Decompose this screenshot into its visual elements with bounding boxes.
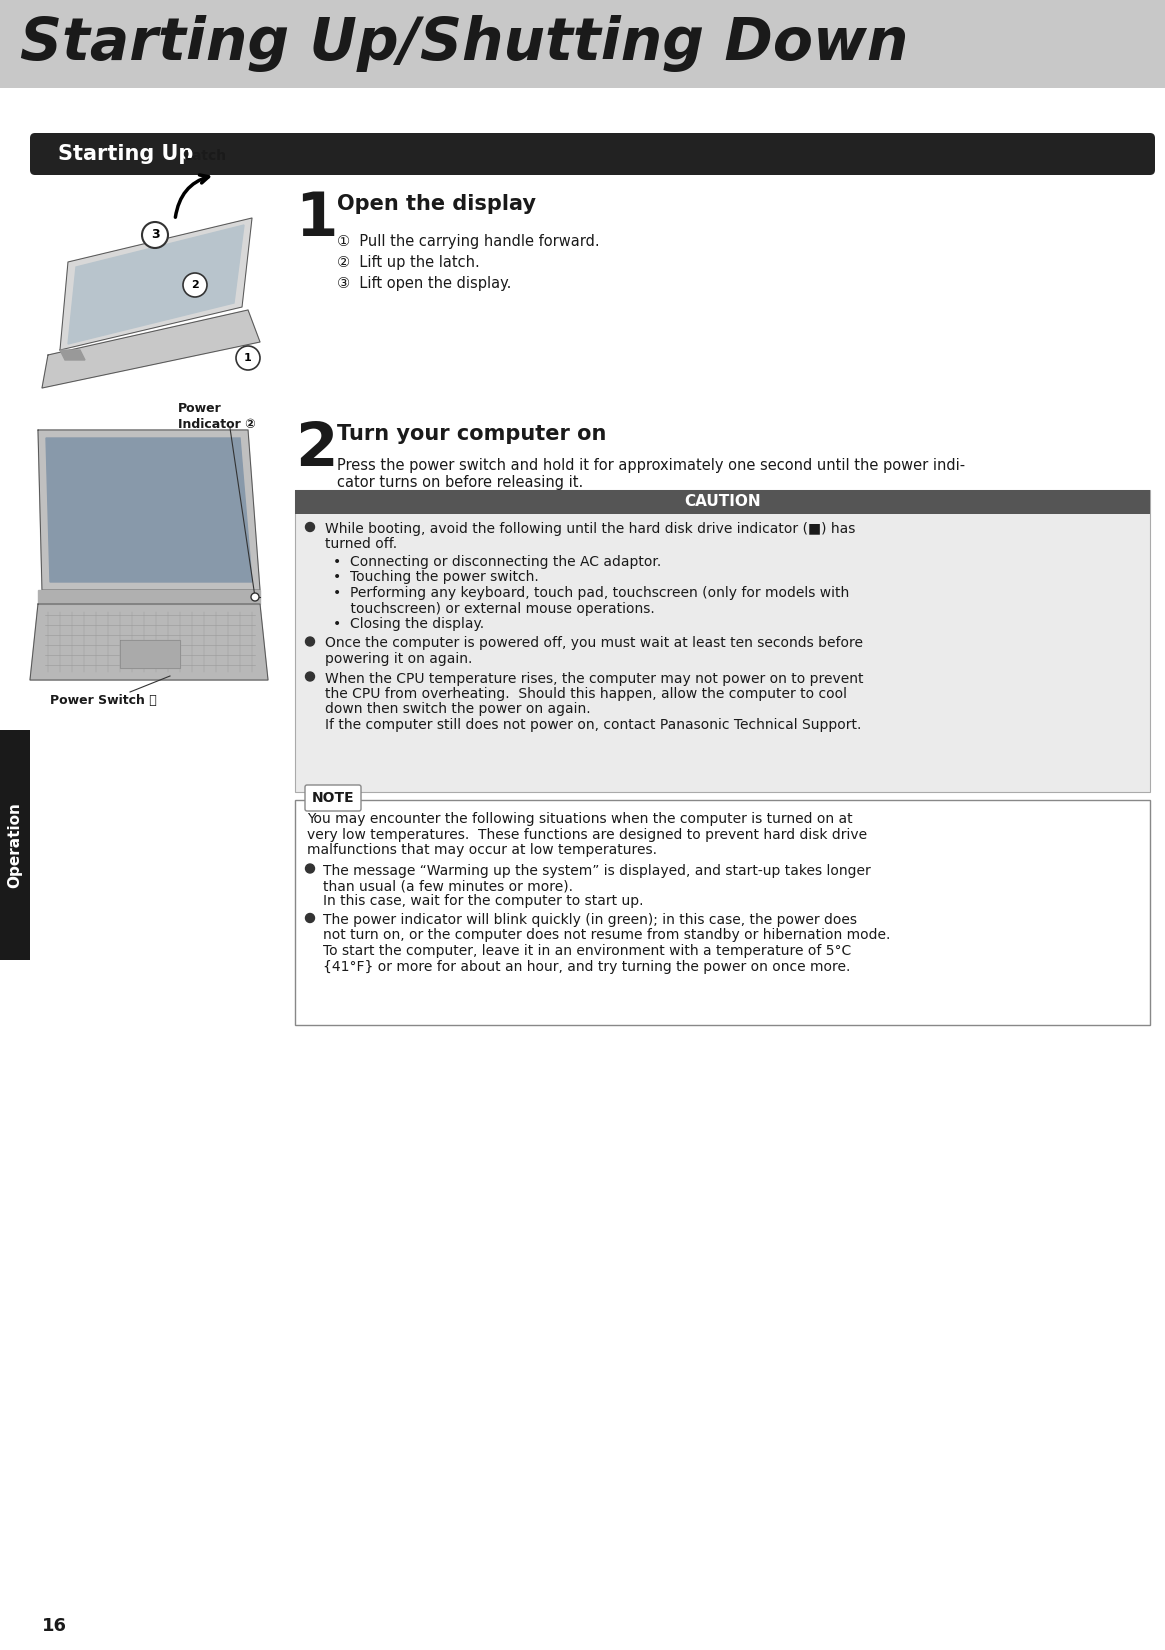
Text: Power: Power xyxy=(178,403,221,416)
Text: When the CPU temperature rises, the computer may not power on to prevent: When the CPU temperature rises, the comp… xyxy=(325,672,863,685)
Text: Latch: Latch xyxy=(183,148,226,163)
Text: NOTE: NOTE xyxy=(312,790,354,805)
Text: In this case, wait for the computer to start up.: In this case, wait for the computer to s… xyxy=(323,894,643,909)
Text: Press the power switch and hold it for approximately one second until the power : Press the power switch and hold it for a… xyxy=(337,459,965,474)
Text: powering it on again.: powering it on again. xyxy=(325,652,472,667)
FancyBboxPatch shape xyxy=(0,729,30,960)
FancyBboxPatch shape xyxy=(295,800,1150,1025)
Text: cator turns on before releasing it.: cator turns on before releasing it. xyxy=(337,475,584,490)
FancyBboxPatch shape xyxy=(305,785,361,812)
Text: malfunctions that may occur at low temperatures.: malfunctions that may occur at low tempe… xyxy=(308,843,657,856)
Circle shape xyxy=(305,914,315,922)
Text: The power indicator will blink quickly (in green); in this case, the power does: The power indicator will blink quickly (… xyxy=(323,912,857,927)
FancyBboxPatch shape xyxy=(295,490,1150,515)
Circle shape xyxy=(305,672,315,681)
Text: To start the computer, leave it in an environment with a temperature of 5°C: To start the computer, leave it in an en… xyxy=(323,944,852,959)
Polygon shape xyxy=(42,310,260,388)
Text: You may encounter the following situations when the computer is turned on at: You may encounter the following situatio… xyxy=(308,812,853,827)
Polygon shape xyxy=(38,431,260,591)
Circle shape xyxy=(236,346,260,370)
Text: ③  Lift open the display.: ③ Lift open the display. xyxy=(337,276,511,290)
Text: ①  Pull the carrying handle forward.: ① Pull the carrying handle forward. xyxy=(337,234,600,249)
Polygon shape xyxy=(68,224,243,343)
Text: Power Switch ⏻: Power Switch ⏻ xyxy=(50,695,157,706)
Polygon shape xyxy=(61,350,85,360)
Circle shape xyxy=(250,592,259,601)
Text: {41°F} or more for about an hour, and try turning the power on once more.: {41°F} or more for about an hour, and tr… xyxy=(323,960,850,974)
Text: not turn on, or the computer does not resume from standby or hibernation mode.: not turn on, or the computer does not re… xyxy=(323,929,890,942)
Polygon shape xyxy=(120,640,181,668)
Text: very low temperatures.  These functions are designed to prevent hard disk drive: very low temperatures. These functions a… xyxy=(308,828,867,842)
Circle shape xyxy=(305,523,315,531)
Text: Operation: Operation xyxy=(7,802,22,888)
Circle shape xyxy=(305,865,315,873)
Text: down then switch the power on again.: down then switch the power on again. xyxy=(325,703,591,716)
Polygon shape xyxy=(61,218,252,350)
Text: 3: 3 xyxy=(150,228,160,241)
Text: Starting Up: Starting Up xyxy=(58,144,193,163)
Text: If the computer still does not power on, contact Panasonic Technical Support.: If the computer still does not power on,… xyxy=(325,718,861,733)
Text: •  Touching the power switch.: • Touching the power switch. xyxy=(333,571,538,584)
Text: While booting, avoid the following until the hard disk drive indicator (■) has: While booting, avoid the following until… xyxy=(325,521,855,536)
FancyArrowPatch shape xyxy=(176,175,209,218)
Text: 1: 1 xyxy=(295,190,338,249)
Circle shape xyxy=(183,272,207,297)
Text: ②  Lift up the latch.: ② Lift up the latch. xyxy=(337,256,480,271)
Text: than usual (a few minutes or more).: than usual (a few minutes or more). xyxy=(323,879,573,893)
Text: 2: 2 xyxy=(191,280,199,290)
Text: •  Closing the display.: • Closing the display. xyxy=(333,617,485,630)
FancyBboxPatch shape xyxy=(0,0,1165,87)
Text: 1: 1 xyxy=(245,353,252,363)
Text: Starting Up/Shutting Down: Starting Up/Shutting Down xyxy=(20,15,909,73)
Polygon shape xyxy=(30,604,268,680)
Text: turned off.: turned off. xyxy=(325,538,397,551)
Polygon shape xyxy=(45,437,252,582)
Text: 16: 16 xyxy=(42,1617,68,1635)
Text: Turn your computer on: Turn your computer on xyxy=(337,424,606,444)
Polygon shape xyxy=(38,591,260,604)
Circle shape xyxy=(305,637,315,647)
Text: 2: 2 xyxy=(295,421,338,478)
Text: the CPU from overheating.  Should this happen, allow the computer to cool: the CPU from overheating. Should this ha… xyxy=(325,686,847,701)
FancyBboxPatch shape xyxy=(295,490,1150,792)
Text: Once the computer is powered off, you must wait at least ten seconds before: Once the computer is powered off, you mu… xyxy=(325,637,863,650)
Text: •  Connecting or disconnecting the AC adaptor.: • Connecting or disconnecting the AC ada… xyxy=(333,554,662,569)
Text: Open the display: Open the display xyxy=(337,195,536,214)
Text: •  Performing any keyboard, touch pad, touchscreen (only for models with: • Performing any keyboard, touch pad, to… xyxy=(333,586,849,601)
Circle shape xyxy=(142,223,168,248)
Text: touchscreen) or external mouse operations.: touchscreen) or external mouse operation… xyxy=(333,602,655,615)
Text: CAUTION: CAUTION xyxy=(684,495,761,510)
Text: Indicator ②: Indicator ② xyxy=(178,417,256,431)
Text: The message “Warming up the system” is displayed, and start-up takes longer: The message “Warming up the system” is d… xyxy=(323,863,870,878)
FancyBboxPatch shape xyxy=(30,134,1155,175)
